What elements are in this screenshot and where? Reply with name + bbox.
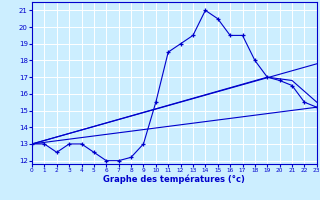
X-axis label: Graphe des températures (°c): Graphe des températures (°c) bbox=[103, 175, 245, 184]
